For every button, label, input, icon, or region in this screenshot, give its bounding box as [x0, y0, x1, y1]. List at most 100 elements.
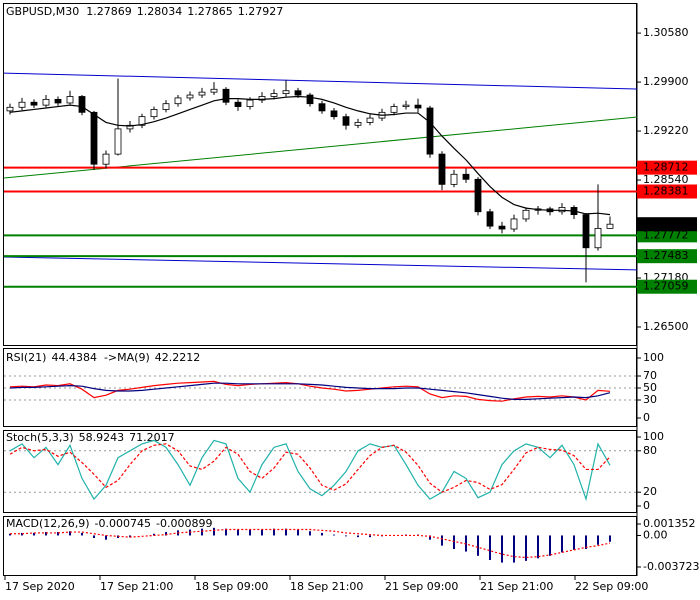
candle-body — [270, 93, 278, 97]
close: 1.27927 — [238, 5, 284, 18]
symbol: GBPUSD,M30 — [6, 5, 79, 18]
level-tag — [637, 228, 697, 243]
candle-body — [354, 122, 362, 126]
candle-body — [90, 111, 98, 165]
y-tick-label: 1.30580 — [643, 26, 689, 39]
candle-body — [210, 88, 218, 93]
candle-body — [78, 96, 86, 113]
y-tick-label: 1.29900 — [643, 75, 689, 88]
macd-label: MACD(12,26,9) — [6, 517, 90, 530]
rsi-ma-line — [9, 382, 611, 400]
candle-body — [510, 218, 518, 230]
stoch-label: Stoch(5,3,3) — [6, 431, 74, 444]
y-tick-label: 1.26500 — [643, 320, 689, 333]
low: 1.27865 — [187, 5, 233, 18]
candle-body — [582, 214, 590, 249]
candle-body — [42, 98, 50, 106]
level-label: 1.27059 — [643, 280, 689, 293]
candle-body — [294, 90, 302, 96]
x-tick-label: 17 Sep 2020 — [5, 580, 75, 593]
candle-body — [186, 94, 194, 99]
candle-body — [606, 223, 614, 229]
y-tick-label: 80 — [643, 444, 657, 457]
rsi-ma-label: ->MA(9) — [104, 351, 150, 364]
candle-body — [474, 178, 482, 213]
stoch-signal-value: 71.2017 — [129, 431, 175, 444]
level-label: 1.27483 — [643, 249, 689, 262]
level-label: 1.28712 — [643, 161, 689, 174]
high: 1.28034 — [137, 5, 183, 18]
stoch-signal-line — [9, 443, 611, 493]
candle-body — [366, 117, 374, 123]
candle-body — [414, 104, 422, 109]
y-tick-label: 30 — [643, 393, 657, 406]
candle-body — [222, 88, 230, 103]
y-tick-label: 0 — [643, 499, 650, 512]
candle-body — [306, 94, 314, 105]
header: GBPUSD,M30 1.27869 1.28034 1.27865 1.27927 — [6, 5, 283, 18]
rsi-ma-value: 42.2212 — [155, 351, 201, 364]
macd-signal-line — [10, 528, 611, 559]
stoch-header: Stoch(5,3,3) 58.9243 71.2017 — [6, 431, 175, 444]
x-tick-label: 18 Sep 09:00 — [195, 580, 268, 593]
level-tag — [637, 184, 697, 199]
y-tick-label: 0 — [643, 411, 650, 424]
candle-body — [102, 153, 110, 165]
candle-body — [462, 173, 470, 180]
y-tick-label: 70 — [643, 369, 657, 382]
macd-header: MACD(12,26,9) -0.000745 -0.000899 — [6, 517, 212, 530]
candle-body — [150, 109, 158, 118]
y-tick-label: 1.29220 — [643, 124, 689, 137]
y-tick-label: 100 — [643, 430, 664, 443]
macd-signal-value: -0.000899 — [156, 517, 212, 530]
candle-body — [282, 90, 290, 95]
rsi-value: 44.4384 — [51, 351, 97, 364]
candle-body — [594, 227, 602, 249]
trendline — [3, 72, 638, 90]
candle-body — [522, 209, 530, 220]
candle-body — [114, 128, 122, 155]
level-tag — [637, 160, 697, 175]
rsi-header: RSI(21) 44.4384 ->MA(9) 42.2212 — [6, 351, 200, 364]
y-tick-label: 20 — [643, 485, 657, 498]
candle-body — [438, 153, 446, 185]
candle-body — [138, 116, 146, 126]
candle-body — [126, 124, 134, 130]
candle-body — [162, 103, 170, 110]
level-label: 1.27772 — [643, 228, 689, 241]
x-tick-label: 17 Sep 21:00 — [100, 580, 173, 593]
moving-average — [9, 95, 611, 216]
candle-body — [6, 106, 14, 112]
trendline — [3, 256, 638, 271]
price-label: 1.27927 — [643, 217, 689, 230]
x-tick-label: 22 Sep 09:00 — [575, 580, 648, 593]
stoch-main-value: 58.9243 — [79, 431, 125, 444]
candle-body — [558, 207, 566, 213]
x-tick-label: 18 Sep 21:00 — [290, 580, 363, 593]
y-tick-label: 1.28540 — [643, 173, 689, 186]
open: 1.27869 — [86, 5, 132, 18]
candle-body — [486, 211, 494, 227]
y-tick-label: 100 — [643, 351, 664, 364]
candle-body — [174, 97, 182, 105]
candle-body — [450, 173, 458, 185]
candle-body — [342, 116, 350, 126]
y-tick-label: 0.00 — [643, 528, 668, 541]
candle-body — [426, 107, 434, 155]
candle-body — [498, 225, 506, 230]
stoch-main-line — [9, 439, 611, 502]
x-tick-label: 21 Sep 21:00 — [480, 580, 553, 593]
candle-body — [330, 110, 338, 118]
candle-body — [18, 101, 26, 108]
candle-body — [390, 106, 398, 113]
level-tag — [637, 249, 697, 264]
level-label: 1.28381 — [643, 184, 689, 197]
candle-body — [54, 98, 62, 104]
level-tag — [637, 279, 697, 294]
candle-body — [246, 99, 254, 107]
price-tag — [637, 217, 697, 232]
macd-value: -0.000745 — [95, 517, 151, 530]
candle-body — [402, 104, 410, 107]
